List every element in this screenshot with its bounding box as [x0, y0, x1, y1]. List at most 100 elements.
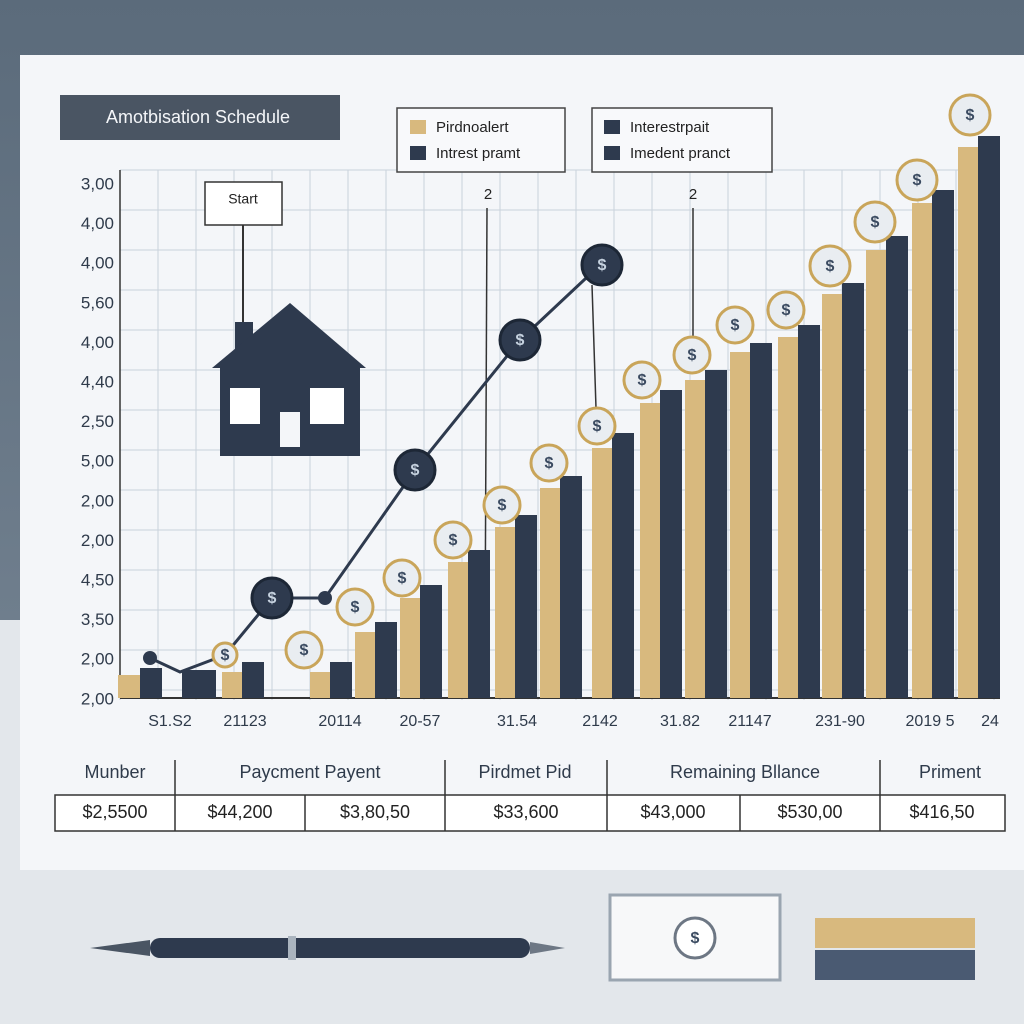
- coin: [715, 305, 755, 345]
- coin: [580, 243, 624, 287]
- coin-symbol: $: [966, 107, 975, 124]
- coin-symbol: $: [221, 647, 230, 664]
- bar-navy: [705, 370, 727, 698]
- y-axis-label: 2,00: [81, 650, 114, 669]
- coin-symbol: $: [351, 599, 360, 616]
- bill-symbol: $: [691, 930, 700, 947]
- table-header: Pirdmet Pid: [478, 762, 571, 782]
- bar-navy: [750, 343, 772, 698]
- table-cell: $44,200: [207, 802, 272, 822]
- bar-tan: [866, 250, 886, 698]
- legend-swatch-navy: [604, 120, 620, 134]
- bar-navy: [468, 550, 490, 698]
- coin-symbol: $: [411, 462, 420, 479]
- coin: [766, 290, 806, 330]
- bar-tan: [540, 488, 560, 698]
- g: [118, 136, 1000, 698]
- bar-navy: [375, 622, 397, 698]
- coin-symbol: $: [498, 497, 507, 514]
- bar-navy: [978, 136, 1000, 698]
- bar-tan: [685, 380, 705, 698]
- coin-symbol: $: [913, 172, 922, 189]
- legend-label: Interestrpait: [630, 119, 710, 136]
- y-axis-label: 5,60: [81, 293, 114, 312]
- coin-symbol: $: [545, 455, 554, 472]
- coin-symbol: $: [638, 372, 647, 389]
- table-box: [54, 794, 1006, 832]
- pointer: [591, 284, 597, 409]
- legend-label: Imedent pranct: [630, 145, 731, 162]
- coin-symbol: $: [871, 214, 880, 231]
- table-header: Munber: [84, 762, 145, 782]
- start-label: Start: [228, 191, 258, 207]
- table-header: Priment: [919, 762, 981, 782]
- start-box: [204, 181, 283, 226]
- g: Munber Paycment Payent Pirdmet Pid Remainin…: [82, 760, 981, 831]
- x-axis-label: 24: [981, 713, 999, 730]
- table-cell: $43,000: [640, 802, 705, 822]
- x-axis-label: 31.54: [497, 713, 537, 730]
- bar-navy: [932, 190, 954, 698]
- x-axis-label: 2019 5: [906, 713, 955, 730]
- coin: [622, 360, 662, 400]
- bar-navy: [140, 668, 162, 698]
- pen-body: [150, 938, 530, 958]
- legend-label: Pirdnoalert: [436, 119, 509, 136]
- trend-line: [149, 263, 602, 674]
- coin: [482, 485, 522, 525]
- y-axis-label: 4,00: [81, 254, 114, 273]
- y-axis-label: 2,50: [81, 412, 114, 431]
- bar-tan: [822, 294, 842, 698]
- legend-box: [591, 107, 773, 173]
- x-axis-label: 21147: [728, 713, 771, 730]
- bar-tan: [310, 672, 330, 698]
- coin: [577, 406, 617, 446]
- table-header: Remaining Bllance: [670, 762, 820, 782]
- coin: [498, 318, 542, 362]
- y-axis-label: 2,00: [81, 491, 114, 510]
- y-axis-label: 2,00: [81, 689, 114, 708]
- bar-navy: [420, 585, 442, 698]
- coin: [211, 641, 239, 669]
- coin: [393, 448, 437, 492]
- bar-tan: [640, 403, 660, 698]
- bar-navy: [612, 433, 634, 698]
- coin: [250, 576, 294, 620]
- bar-tan: [495, 527, 515, 698]
- y-axis-label: 3,00: [81, 174, 114, 193]
- coin-symbol: $: [398, 570, 407, 587]
- g: $ $ $ $ $ $ $ $ $ $ $ $ $ $ $ $ $ $ $ $: [211, 93, 992, 670]
- bar-navy: [560, 476, 582, 698]
- bar-navy: [515, 515, 537, 698]
- coin: [853, 200, 897, 244]
- legend-box: [396, 107, 566, 173]
- bar-tan: [400, 598, 420, 698]
- bar-navy: [182, 670, 216, 698]
- bar-navy: [842, 283, 864, 698]
- bar-navy: [798, 325, 820, 698]
- x-axis-label: 20-57: [400, 713, 441, 730]
- window: [230, 388, 260, 424]
- bar-tan: [448, 562, 468, 698]
- coin-symbol: $: [268, 590, 277, 607]
- pen-ring: [288, 936, 296, 960]
- bar-tan: [355, 632, 375, 698]
- table-cell: $33,600: [493, 802, 558, 822]
- coin: [335, 587, 375, 627]
- block-tan: [815, 918, 975, 948]
- table-header: Paycment Payent: [239, 762, 380, 782]
- y-axis-label: 4,00: [81, 214, 114, 233]
- x-axis-label: 20114: [318, 713, 361, 730]
- title-box: [60, 95, 340, 140]
- coin: [808, 244, 852, 288]
- y-axis-label: 3,50: [81, 610, 114, 629]
- bar-tan: [778, 337, 798, 698]
- block-navy: [815, 950, 975, 980]
- legend-swatch-navy: [410, 146, 426, 160]
- y-axis-label: 4,50: [81, 570, 114, 589]
- marker-label: 2: [484, 186, 492, 203]
- y-axis-label: 4,00: [81, 333, 114, 352]
- coin: [895, 158, 939, 202]
- bar-navy: [660, 390, 682, 698]
- roof: [212, 303, 366, 368]
